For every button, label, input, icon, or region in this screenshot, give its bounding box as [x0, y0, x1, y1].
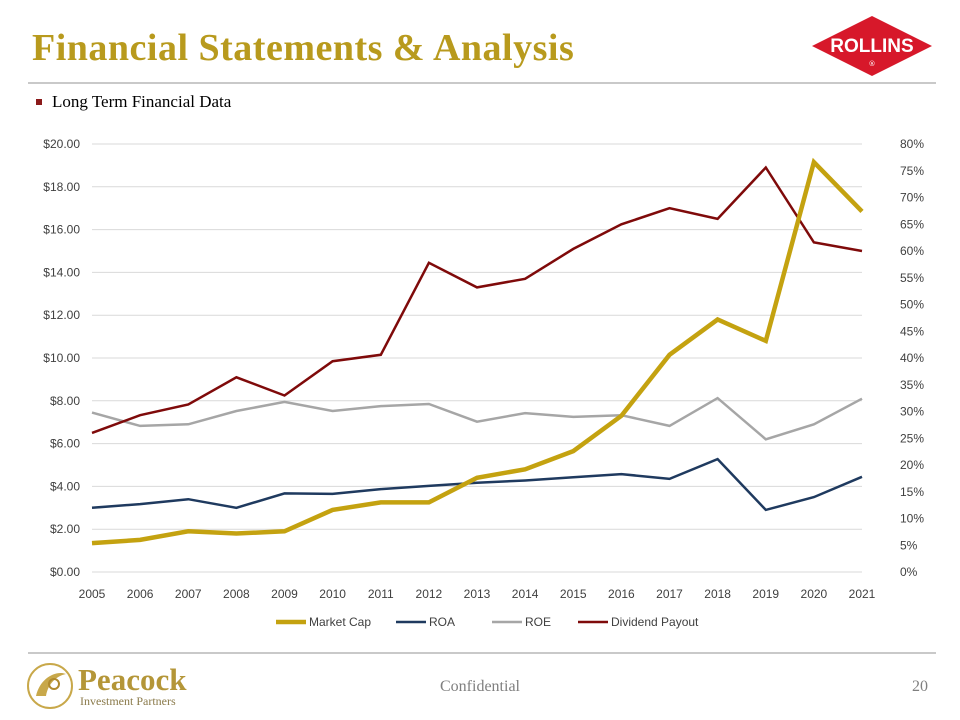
- x-tick-label: 2021: [849, 587, 876, 601]
- series-line-dividend-payout: [91, 165, 863, 435]
- x-tick-label: 2017: [656, 587, 683, 601]
- y-left-tick-label: $16.00: [43, 223, 80, 237]
- y-left-tick-label: $14.00: [43, 265, 80, 279]
- peacock-feather-icon: [36, 672, 66, 696]
- bullet-item: Long Term Financial Data: [36, 92, 231, 112]
- peacock-logo-subtitle: Investment Partners: [80, 694, 176, 708]
- legend-label-dividend-payout: Dividend Payout: [611, 615, 699, 629]
- y-left-tick-label: $10.00: [43, 351, 80, 365]
- y-right-tick-label: 15%: [900, 485, 924, 499]
- x-tick-label: 2010: [319, 587, 346, 601]
- y-right-tick-label: 0%: [900, 565, 918, 579]
- x-tick-label: 2009: [271, 587, 298, 601]
- peacock-logo-name: Peacock: [78, 662, 187, 697]
- y-left-tick-label: $18.00: [43, 180, 80, 194]
- y-right-tick-label: 65%: [900, 217, 924, 231]
- x-tick-label: 2011: [368, 587, 394, 601]
- y-left-tick-label: $2.00: [50, 522, 80, 536]
- x-tick-label: 2005: [79, 587, 106, 601]
- peacock-logo-emblem: [27, 663, 73, 709]
- y-right-tick-label: 40%: [900, 351, 924, 365]
- y-right-tick-label: 55%: [900, 271, 924, 285]
- y-right-tick-label: 25%: [900, 431, 924, 445]
- y-left-tick-label: $0.00: [50, 565, 80, 579]
- header-divider: [28, 82, 936, 84]
- bullet-text: Long Term Financial Data: [52, 92, 232, 111]
- peacock-emblem-circle: [27, 663, 73, 709]
- legend-label-roa: ROA: [429, 615, 455, 629]
- x-tick-label: 2015: [560, 587, 587, 601]
- y-left-tick-label: $8.00: [50, 394, 80, 408]
- y-right-tick-label: 70%: [900, 191, 924, 205]
- y-right-tick-label: 50%: [900, 298, 924, 312]
- x-tick-label: 2008: [223, 587, 250, 601]
- y-right-tick-label: 60%: [900, 244, 924, 258]
- y-left-tick-label: $4.00: [50, 479, 80, 493]
- x-tick-label: 2006: [127, 587, 154, 601]
- y-right-tick-label: 5%: [900, 538, 918, 552]
- y-right-tick-label: 80%: [900, 137, 924, 151]
- y-left-tick-label: $12.00: [43, 308, 80, 322]
- rollins-logo-diamond: [812, 16, 932, 76]
- series-line-market-cap: [91, 157, 864, 546]
- slide-title: Financial Statements & Analysis: [32, 27, 575, 69]
- peacock-eye-icon: [48, 678, 60, 690]
- page-number: 20: [912, 678, 928, 695]
- legend-label-market-cap: Market Cap: [309, 615, 371, 629]
- x-tick-label: 2018: [704, 587, 731, 601]
- bullet-square-icon: [36, 99, 42, 105]
- registered-mark: ®: [869, 60, 876, 68]
- x-tick-label: 2016: [608, 587, 635, 601]
- x-tick-label: 2013: [464, 587, 491, 601]
- footer-divider: [28, 652, 936, 654]
- y-right-tick-label: 20%: [900, 458, 924, 472]
- confidential-label: Confidential: [440, 678, 520, 695]
- x-tick-label: 2012: [416, 587, 443, 601]
- y-left-tick-label: $20.00: [43, 137, 80, 151]
- y-right-tick-label: 35%: [900, 378, 924, 392]
- y-right-tick-label: 10%: [900, 512, 924, 526]
- x-tick-label: 2019: [752, 587, 779, 601]
- legend-label-roe: ROE: [525, 615, 551, 629]
- rollins-logo-text: ROLLINS: [830, 36, 913, 57]
- series-line-roa: [91, 457, 863, 512]
- x-tick-label: 2014: [512, 587, 539, 601]
- x-tick-label: 2020: [801, 587, 828, 601]
- y-right-tick-label: 45%: [900, 324, 924, 338]
- x-tick-label: 2007: [175, 587, 202, 601]
- y-right-tick-label: 30%: [900, 405, 924, 419]
- financial-line-chart: $0.00 $2.00 $4.00 $6.00 $8.00 $10.00 $12.00 $14…: [43, 137, 924, 629]
- rollins-logo: ROLLINS ®: [812, 16, 932, 76]
- y-left-tick-label: $6.00: [50, 437, 80, 451]
- y-right-tick-label: 75%: [900, 164, 924, 178]
- series-line-roe: [91, 396, 863, 441]
